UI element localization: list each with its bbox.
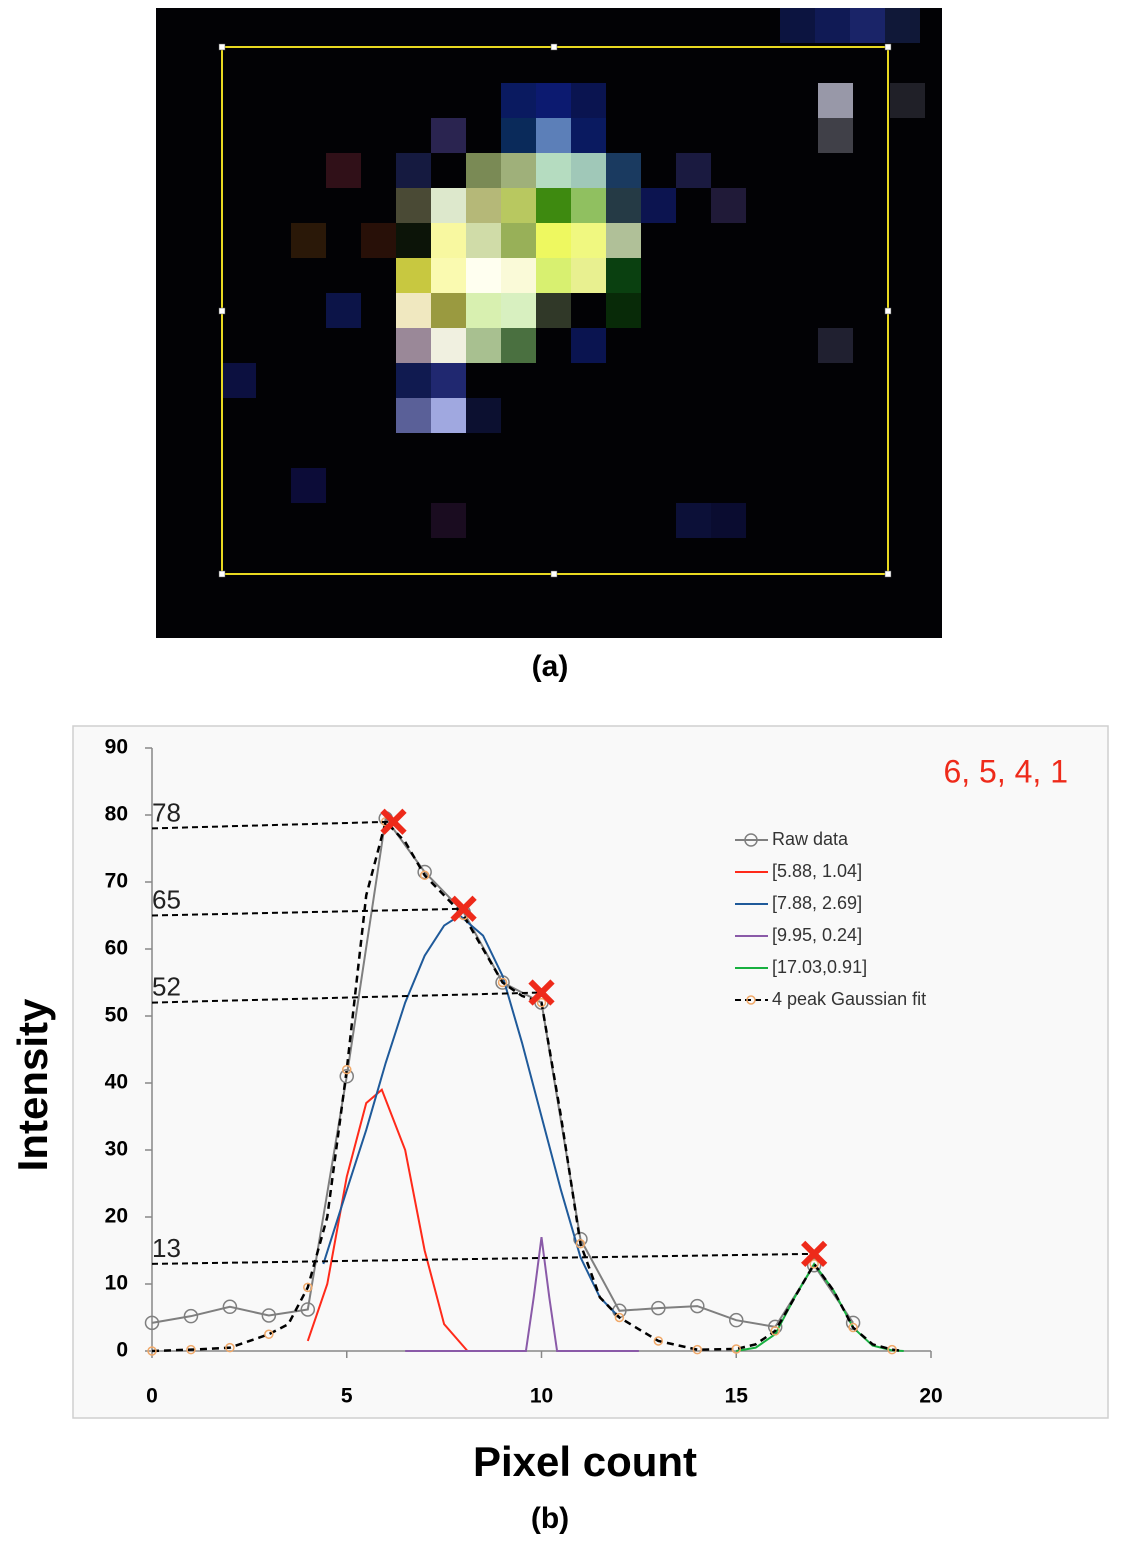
data-point xyxy=(342,1064,352,1075)
panel-label: (a) xyxy=(532,650,569,683)
data-point xyxy=(692,1344,703,1355)
peak-label: 52 xyxy=(152,971,181,1001)
data-point xyxy=(261,1308,277,1323)
y-tick-label: 0 xyxy=(116,1339,128,1362)
y-tick-label: 10 xyxy=(105,1272,128,1295)
series-line xyxy=(322,914,621,1319)
legend-label: Raw data xyxy=(772,829,849,849)
data-point xyxy=(729,1312,744,1328)
peak-mark xyxy=(380,808,407,835)
data-point xyxy=(300,1302,316,1317)
y-tick-label: 30 xyxy=(105,1138,128,1161)
peak-mark xyxy=(801,1240,828,1267)
peak-label: 65 xyxy=(152,884,181,914)
data-point xyxy=(186,1344,196,1355)
peak-mark xyxy=(528,979,555,1006)
legend-label: [7.88, 2.69] xyxy=(772,893,862,913)
x-tick-label: 10 xyxy=(530,1385,553,1408)
legend-label: [17.03,0.91] xyxy=(772,957,867,977)
data-point xyxy=(770,1326,780,1336)
legend-marker xyxy=(744,833,758,847)
data-point xyxy=(264,1329,274,1339)
series-line xyxy=(405,1236,639,1352)
data-point xyxy=(339,1069,354,1084)
data-point xyxy=(887,1344,897,1355)
legend-marker xyxy=(746,995,756,1005)
y-tick-label: 40 xyxy=(105,1071,128,1094)
data-point xyxy=(144,1315,160,1331)
x-tick-label: 0 xyxy=(146,1385,158,1408)
y-axis-title: Intensity xyxy=(9,998,56,1171)
micrograph xyxy=(156,8,942,638)
y-tick-label: 20 xyxy=(105,1205,128,1228)
data-point xyxy=(651,1300,666,1316)
data-point xyxy=(614,1312,625,1323)
x-tick-label: 15 xyxy=(725,1385,749,1408)
pixel-cells xyxy=(221,8,925,538)
peak-guide xyxy=(151,907,464,917)
legend-label: [5.88, 1.04] xyxy=(772,861,862,881)
data-point xyxy=(147,1346,157,1356)
data-point xyxy=(653,1336,664,1346)
x-tick-label: 5 xyxy=(341,1385,353,1408)
data-point xyxy=(536,997,547,1008)
data-point xyxy=(806,1257,822,1273)
y-tick-label: 60 xyxy=(105,937,128,960)
y-tick-label: 50 xyxy=(105,1004,128,1027)
y-tick-label: 70 xyxy=(105,870,128,893)
panel-label: (b) xyxy=(531,1502,569,1535)
peak-guide xyxy=(151,1252,815,1265)
data-point xyxy=(731,1344,741,1354)
y-tick-label: 80 xyxy=(105,803,128,826)
data-point xyxy=(183,1308,199,1324)
data-point xyxy=(303,1282,313,1293)
data-point xyxy=(419,870,430,881)
peak-guide xyxy=(151,991,542,1004)
legend-label: 4 peak Gaussian fit xyxy=(772,989,926,1009)
data-point xyxy=(690,1298,705,1314)
legend-label: [9.95, 0.24] xyxy=(772,925,862,945)
peak-mark xyxy=(450,895,477,922)
data-point xyxy=(497,977,508,988)
y-tick-label: 90 xyxy=(105,736,128,759)
data-point xyxy=(225,1342,235,1353)
data-point xyxy=(845,1315,861,1331)
peak-guide xyxy=(151,820,394,830)
x-tick-label: 20 xyxy=(919,1385,942,1408)
series-line xyxy=(306,1088,469,1352)
data-point xyxy=(575,1239,586,1249)
plot: 0 10 20 30 40 50 60 70 80 90 0 5 10 15 20 Raw data [5.88… xyxy=(105,736,1068,1408)
data-point xyxy=(222,1299,238,1315)
chart-frame xyxy=(72,725,1109,1419)
x-axis-title: Pixel count xyxy=(473,1438,697,1485)
data-point xyxy=(417,864,432,880)
annotation: 6, 5, 4, 1 xyxy=(943,753,1068,789)
data-point xyxy=(848,1322,858,1333)
data-point xyxy=(809,1259,819,1269)
peak-label: 13 xyxy=(152,1233,181,1263)
peak-label: 78 xyxy=(152,797,181,827)
